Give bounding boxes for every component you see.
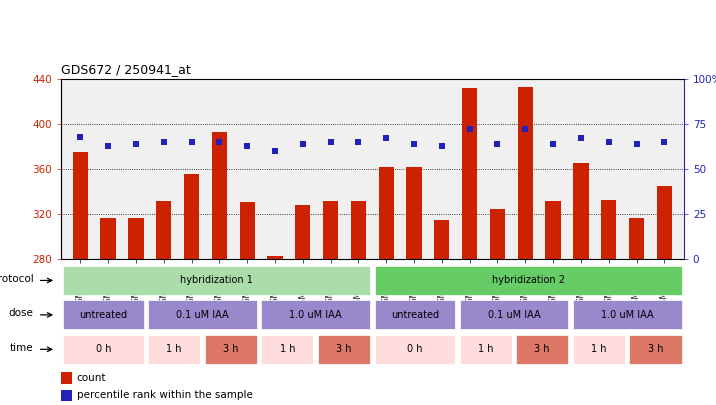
Bar [374, 266, 682, 295]
Bar [148, 335, 200, 364]
Bar [518, 87, 533, 259]
Point [380, 135, 392, 142]
Text: percentile rank within the sample: percentile rank within the sample [77, 390, 253, 401]
Text: hybridization 2: hybridization 2 [492, 275, 564, 286]
Point [408, 141, 420, 147]
Bar [100, 217, 116, 259]
Point [241, 143, 253, 149]
Bar [212, 132, 227, 259]
Bar [629, 335, 682, 364]
Text: 1.0 uM IAA: 1.0 uM IAA [601, 310, 654, 320]
Bar [267, 256, 283, 259]
Text: untreated: untreated [391, 310, 439, 320]
Bar [73, 152, 88, 259]
Text: hybridization 1: hybridization 1 [180, 275, 253, 286]
Point [353, 139, 364, 145]
Bar [379, 167, 394, 259]
Text: 1 h: 1 h [280, 344, 295, 354]
Point [269, 148, 281, 154]
Point [158, 139, 170, 145]
Bar [573, 301, 682, 329]
Bar [323, 200, 338, 259]
Bar [295, 205, 311, 259]
Bar [460, 301, 569, 329]
Text: 1 h: 1 h [478, 344, 493, 354]
Bar [629, 217, 644, 259]
Bar [407, 167, 422, 259]
Bar [318, 335, 370, 364]
Point [631, 141, 642, 147]
Point [464, 126, 475, 133]
Bar [462, 88, 478, 259]
Bar [601, 200, 616, 259]
Text: 1 h: 1 h [591, 344, 606, 354]
Point [325, 139, 337, 145]
Text: 0.1 uM IAA: 0.1 uM IAA [176, 310, 228, 320]
Bar [156, 200, 171, 259]
Text: protocol: protocol [0, 274, 34, 284]
Bar [240, 202, 255, 259]
Point [102, 143, 114, 149]
Point [659, 139, 670, 145]
Bar [460, 335, 512, 364]
Text: 3 h: 3 h [534, 344, 550, 354]
Bar [61, 372, 72, 384]
Point [74, 133, 86, 140]
Bar [490, 209, 505, 259]
Bar [184, 174, 199, 259]
Point [130, 141, 142, 147]
Bar [374, 335, 455, 364]
Bar [205, 335, 257, 364]
Point [603, 139, 614, 145]
Text: dose: dose [9, 308, 34, 318]
Bar [261, 335, 314, 364]
Bar [516, 335, 569, 364]
Bar [61, 390, 72, 401]
Point [520, 126, 531, 133]
Text: 1.0 uM IAA: 1.0 uM IAA [289, 310, 342, 320]
Text: time: time [10, 343, 34, 353]
Text: 3 h: 3 h [223, 344, 238, 354]
Point [547, 141, 558, 147]
Text: GDS672 / 250941_at: GDS672 / 250941_at [61, 64, 190, 77]
Bar [573, 335, 625, 364]
Text: untreated: untreated [79, 310, 127, 320]
Bar [574, 164, 589, 259]
Bar [434, 220, 450, 259]
Bar [63, 266, 370, 295]
Point [492, 141, 503, 147]
Bar [657, 186, 672, 259]
Text: 0.1 uM IAA: 0.1 uM IAA [488, 310, 540, 320]
Point [436, 143, 448, 149]
Point [186, 139, 198, 145]
Text: count: count [77, 373, 106, 383]
Bar [128, 217, 144, 259]
Point [213, 139, 225, 145]
Point [297, 141, 309, 147]
Text: 3 h: 3 h [648, 344, 663, 354]
Bar [351, 200, 366, 259]
Text: 0 h: 0 h [95, 344, 111, 354]
Bar [63, 335, 143, 364]
Bar [261, 301, 370, 329]
Text: 3 h: 3 h [337, 344, 352, 354]
Bar [374, 301, 455, 329]
Bar [546, 200, 561, 259]
Point [575, 135, 586, 142]
Text: 1 h: 1 h [166, 344, 182, 354]
Bar [63, 301, 143, 329]
Bar [148, 301, 257, 329]
Text: 0 h: 0 h [407, 344, 422, 354]
